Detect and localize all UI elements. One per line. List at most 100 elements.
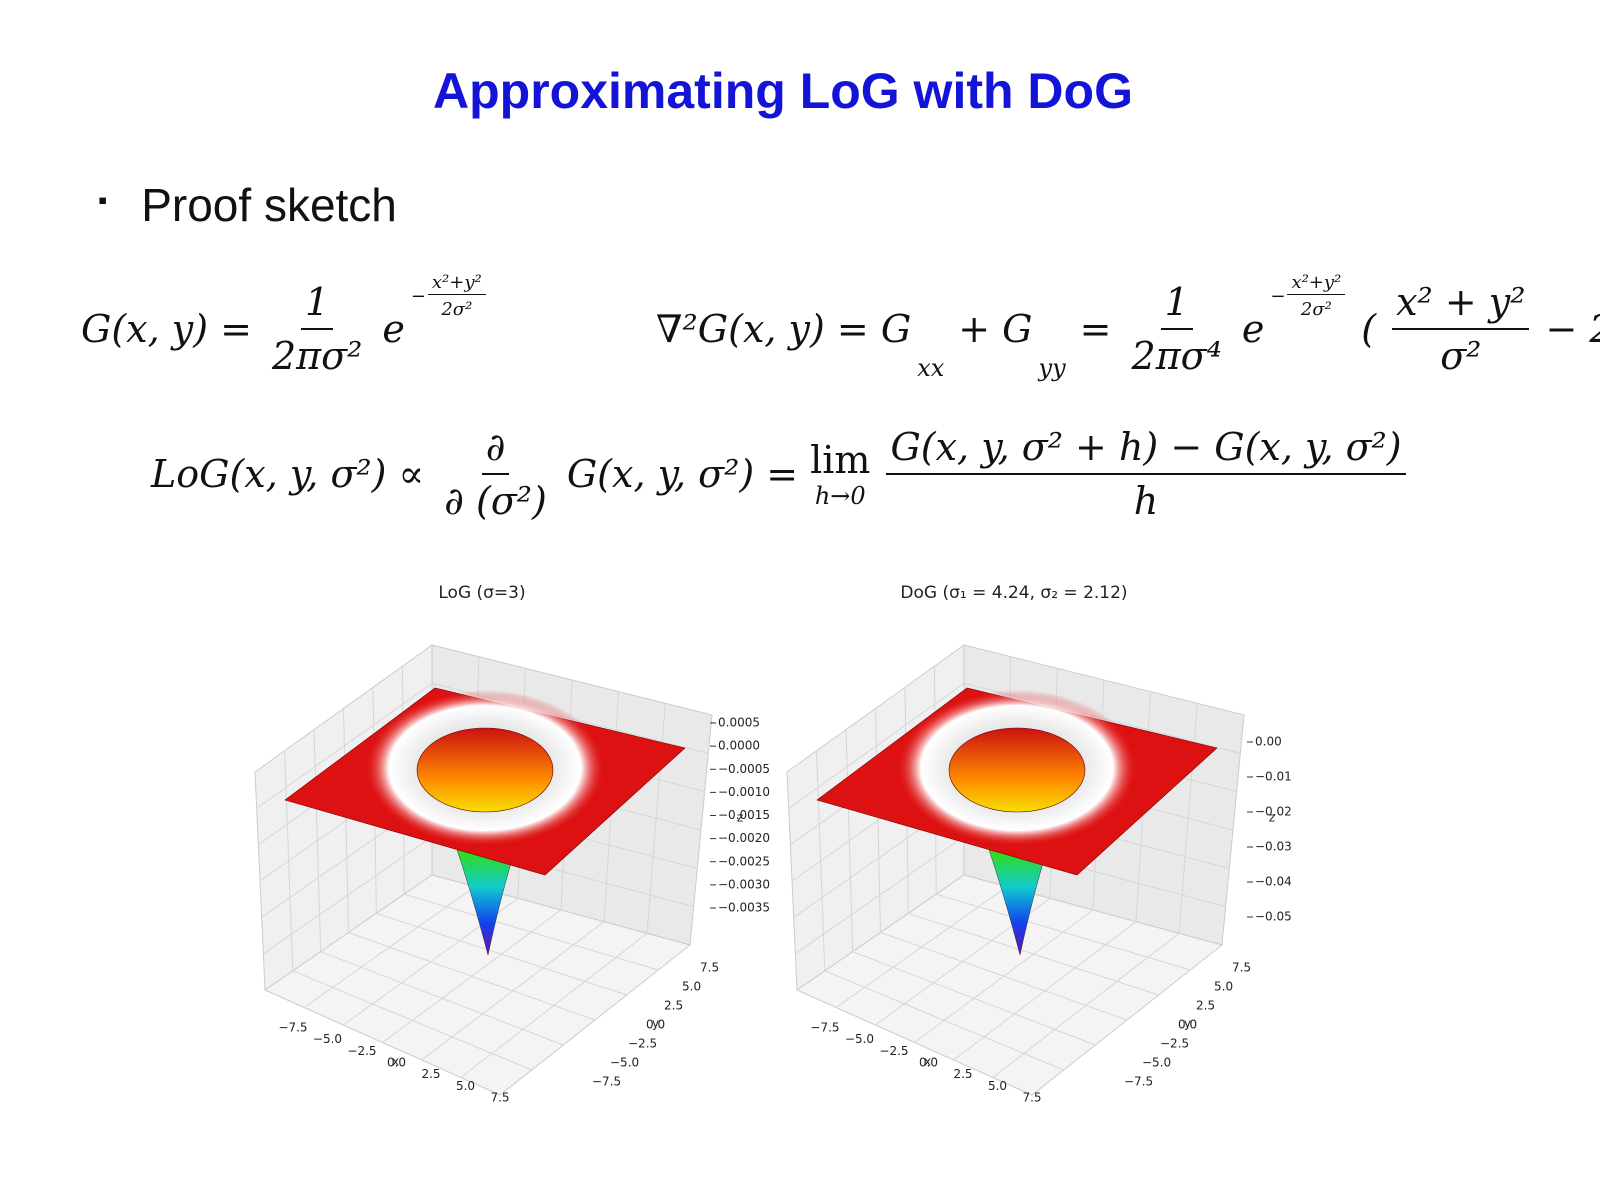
pane-grid <box>404 893 659 971</box>
fraction: 1 2πσ⁴ <box>1128 280 1226 378</box>
plot-title: DoG (σ₁ = 4.24, σ₂ = 2.12) <box>900 583 1127 603</box>
z-tick-label: −0.0030 <box>718 877 770 891</box>
denominator: 2σ² <box>441 299 473 320</box>
y-axis-label: y <box>652 1017 659 1031</box>
y-tick-label: −5.0 <box>1142 1056 1171 1070</box>
math-text: e <box>1241 307 1265 351</box>
pane-grid <box>263 836 433 955</box>
x-tick-label: 7.5 <box>1022 1091 1041 1105</box>
y-tick-label: −2.5 <box>628 1037 657 1051</box>
z-tick-label: −0.0035 <box>718 901 770 915</box>
pane-grid <box>795 836 965 955</box>
math-text: G(x, y, σ²) = <box>566 452 799 496</box>
math-text: LoG(x, y, σ²) ∝ <box>151 452 425 496</box>
z-tick-label: −0.0005 <box>718 762 770 776</box>
x-tick-label: 0.0 <box>387 1056 406 1070</box>
y-axis-label: y <box>1184 1017 1191 1031</box>
numerator: x²+y² <box>1287 272 1346 295</box>
surface-hole <box>416 727 554 813</box>
z-tick-label: 0.0005 <box>718 716 760 730</box>
z-axis-label: z <box>737 811 743 825</box>
math-text: = <box>1079 307 1112 351</box>
surface-hole <box>948 727 1086 813</box>
exponent: − x²+y² 2σ² <box>411 272 488 320</box>
z-tick-label: 0.00 <box>1255 735 1282 749</box>
pane-grid <box>936 893 1191 971</box>
y-tick-label: −7.5 <box>592 1075 621 1089</box>
math-text: ∇²G(x, y) = G <box>656 307 912 351</box>
x-tick-label: 0.0 <box>919 1056 938 1070</box>
z-axis-label: z <box>1269 811 1275 825</box>
x-tick-label: −7.5 <box>810 1021 839 1035</box>
y-tick-label: 5.0 <box>682 980 701 994</box>
denominator: 2σ² <box>1300 299 1332 320</box>
denominator: 2πσ² <box>271 334 363 378</box>
y-tick-label: 7.5 <box>700 961 719 975</box>
slide-title: Approximating LoG with DoG <box>433 63 1133 119</box>
limit-under: h→0 <box>814 482 866 510</box>
subscript: yy <box>1038 354 1066 382</box>
subscript: xx <box>917 354 945 382</box>
bullet-marker: ▪ <box>98 185 108 215</box>
plot: DoG (σ₁ = 4.24, σ₂ = 2.12) 0.00 −0.01 −0.02… <box>786 583 1292 1105</box>
z-tick-label: −0.0020 <box>718 831 770 845</box>
plot-title: LoG (σ=3) <box>438 583 525 603</box>
y-tick-label: −5.0 <box>610 1056 639 1070</box>
math-text: − 2) <box>1545 307 1600 351</box>
y-tick-label: −7.5 <box>1124 1075 1153 1089</box>
math-text: G(x, y) = <box>81 307 252 351</box>
exponent: − x²+y² 2σ² <box>1270 272 1347 320</box>
numerator: 1 <box>301 280 334 330</box>
y-tick-label: −2.5 <box>1160 1037 1189 1051</box>
math-text: e <box>382 307 405 351</box>
y-tick-label: 2.5 <box>1196 999 1215 1013</box>
denominator: h <box>1133 479 1159 523</box>
bullet: ▪ Proof sketch <box>98 178 397 232</box>
x-tick-label: −2.5 <box>879 1044 908 1058</box>
fraction: 1 2πσ² <box>268 280 366 378</box>
x-tick-label: 2.5 <box>421 1067 440 1081</box>
denominator: 2πσ⁴ <box>1131 334 1222 378</box>
math-text: ( <box>1361 307 1377 351</box>
x-axis-label: x <box>392 1055 399 1069</box>
x-tick-label: 5.0 <box>456 1079 475 1093</box>
x-axis-label: x <box>924 1055 931 1069</box>
z-tick-label: 0.0000 <box>718 739 760 753</box>
bullet-text: Proof sketch <box>141 179 397 231</box>
fraction: x² + y² σ² <box>1392 280 1530 378</box>
z-tick-label: −0.02 <box>1255 805 1292 819</box>
formula: LoG(x, y, σ²) ∝ ∂ ∂ (σ²) G(x, y, σ²) = lim h→… <box>145 425 1416 523</box>
fraction: G(x, y, σ² + h) − G(x, y, σ²) h <box>886 425 1406 523</box>
z-tick-label: −0.01 <box>1255 770 1292 784</box>
numerator: ∂ <box>481 425 510 475</box>
numerator: 1 <box>1160 280 1193 330</box>
z-tick-label: −0.03 <box>1255 840 1292 854</box>
z-tick-label: −0.0010 <box>718 785 770 799</box>
denominator: σ² <box>1440 334 1482 378</box>
z-tick-label: −0.05 <box>1255 910 1292 924</box>
limit-word: lim <box>810 438 871 482</box>
formula: G(x, y) = 1 2πσ² e − x²+y² 2σ² <box>75 272 496 378</box>
x-tick-label: 7.5 <box>490 1091 509 1105</box>
x-tick-label: −7.5 <box>278 1021 307 1035</box>
numerator: x²+y² <box>427 272 486 295</box>
fraction: x²+y² 2σ² <box>1287 272 1346 320</box>
numerator: G(x, y, σ² + h) − G(x, y, σ²) <box>886 425 1406 475</box>
y-tick-label: 7.5 <box>1232 961 1251 975</box>
z-tick-label: −0.0015 <box>718 808 770 822</box>
exponent-sign: − <box>410 285 426 307</box>
fraction: ∂ ∂ (σ²) <box>440 425 551 523</box>
x-tick-label: −5.0 <box>845 1032 874 1046</box>
x-tick-label: −5.0 <box>313 1032 342 1046</box>
x-tick-label: 5.0 <box>988 1079 1007 1093</box>
plot: LoG (σ=3) 0.0005 0.0000 −0.0005 −0.0010 −0.00… <box>254 583 770 1105</box>
x-tick-label: 2.5 <box>953 1067 972 1081</box>
y-tick-label: 5.0 <box>1214 980 1233 994</box>
math-text: + G <box>958 307 1033 351</box>
limit: lim h→0 <box>810 438 870 510</box>
y-tick-label: 2.5 <box>664 999 683 1013</box>
z-tick-label: −0.0025 <box>718 854 770 868</box>
